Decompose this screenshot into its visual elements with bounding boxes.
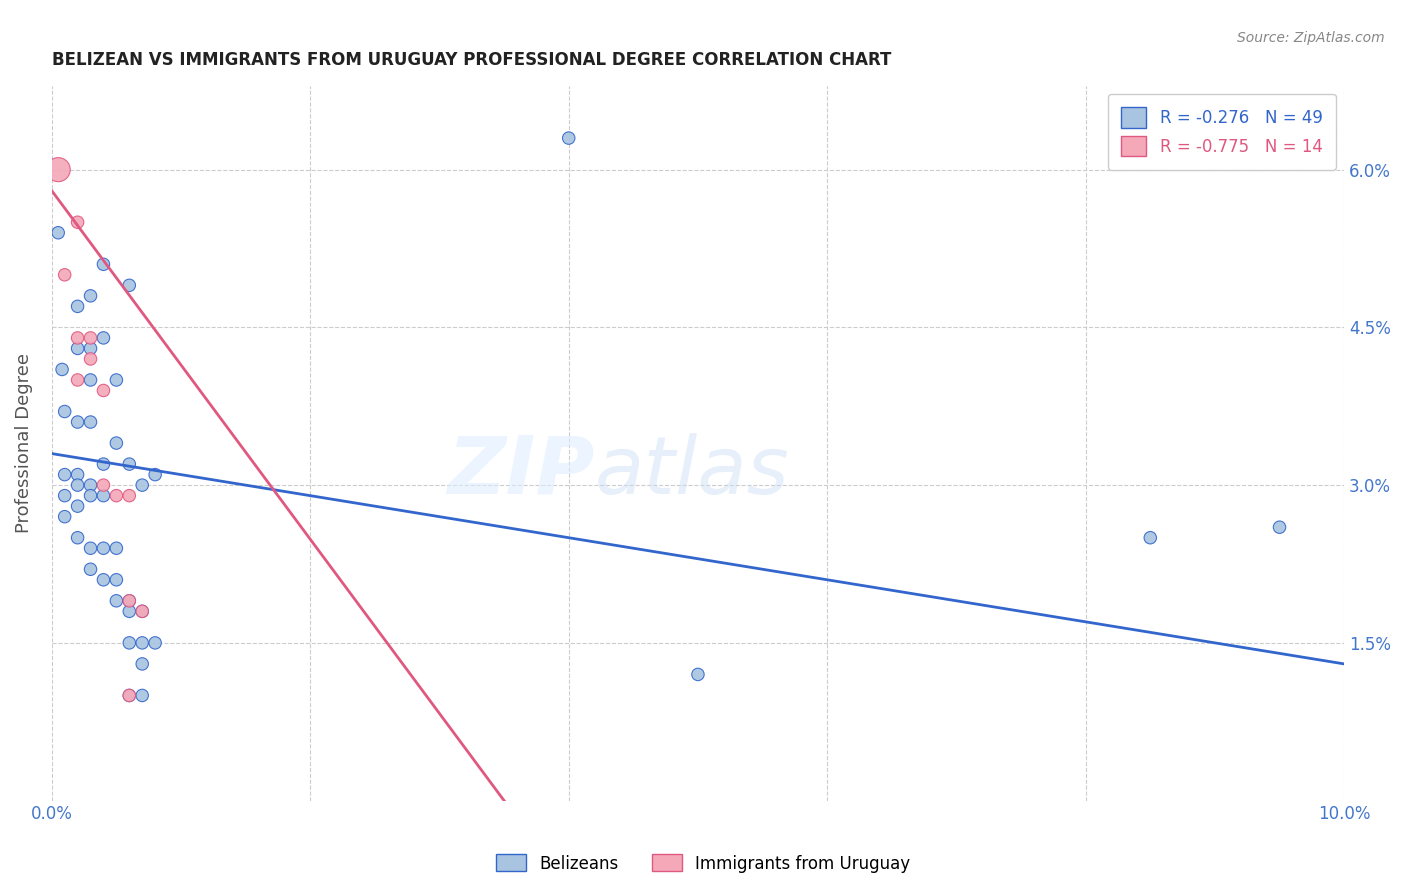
Point xyxy=(66,331,89,345)
Point xyxy=(46,162,69,177)
Point xyxy=(557,131,579,145)
Text: BELIZEAN VS IMMIGRANTS FROM URUGUAY PROFESSIONAL DEGREE CORRELATION CHART: BELIZEAN VS IMMIGRANTS FROM URUGUAY PROF… xyxy=(52,51,891,69)
Point xyxy=(66,499,89,513)
Legend: R = -0.276   N = 49, R = -0.775   N = 14: R = -0.276 N = 49, R = -0.775 N = 14 xyxy=(1108,94,1336,169)
Point xyxy=(66,478,89,492)
Point xyxy=(66,215,89,229)
Point xyxy=(46,226,69,240)
Point xyxy=(118,278,141,293)
Point xyxy=(79,489,101,503)
Point xyxy=(93,541,115,556)
Point xyxy=(53,467,76,482)
Point xyxy=(143,467,166,482)
Text: atlas: atlas xyxy=(595,433,789,511)
Point xyxy=(93,489,115,503)
Point xyxy=(66,342,89,356)
Point xyxy=(66,467,89,482)
Point xyxy=(79,331,101,345)
Point xyxy=(105,489,128,503)
Point xyxy=(118,489,141,503)
Point xyxy=(131,636,153,650)
Legend: Belizeans, Immigrants from Uruguay: Belizeans, Immigrants from Uruguay xyxy=(489,847,917,880)
Point xyxy=(118,689,141,703)
Point xyxy=(53,509,76,524)
Text: ZIP: ZIP xyxy=(447,433,595,511)
Point xyxy=(143,636,166,650)
Point xyxy=(66,531,89,545)
Point xyxy=(51,362,73,376)
Point xyxy=(131,604,153,618)
Point xyxy=(105,436,128,450)
Text: Source: ZipAtlas.com: Source: ZipAtlas.com xyxy=(1237,31,1385,45)
Point xyxy=(1268,520,1291,534)
Point xyxy=(1139,531,1161,545)
Point xyxy=(79,415,101,429)
Point xyxy=(53,268,76,282)
Point xyxy=(53,489,76,503)
Point xyxy=(53,404,76,418)
Point xyxy=(105,594,128,608)
Point xyxy=(686,667,709,681)
Point xyxy=(118,594,141,608)
Point xyxy=(131,478,153,492)
Point xyxy=(79,373,101,387)
Point xyxy=(105,373,128,387)
Point xyxy=(118,604,141,618)
Point xyxy=(118,594,141,608)
Point xyxy=(93,384,115,398)
Point xyxy=(66,299,89,313)
Point xyxy=(79,289,101,303)
Point xyxy=(105,573,128,587)
Point xyxy=(105,541,128,556)
Point xyxy=(79,541,101,556)
Point xyxy=(66,415,89,429)
Point xyxy=(79,562,101,576)
Point xyxy=(93,457,115,471)
Point xyxy=(93,478,115,492)
Point xyxy=(131,604,153,618)
Point xyxy=(118,689,141,703)
Point xyxy=(93,331,115,345)
Point xyxy=(79,342,101,356)
Point xyxy=(66,373,89,387)
Point xyxy=(118,636,141,650)
Point xyxy=(93,257,115,271)
Point xyxy=(131,689,153,703)
Point xyxy=(79,351,101,366)
Point xyxy=(131,657,153,671)
Point xyxy=(118,457,141,471)
Point xyxy=(93,573,115,587)
Point xyxy=(79,478,101,492)
Y-axis label: Professional Degree: Professional Degree xyxy=(15,353,32,533)
